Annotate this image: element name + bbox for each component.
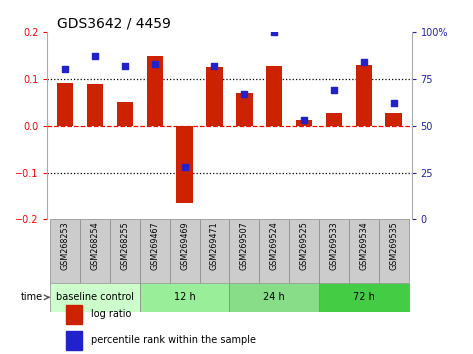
Bar (176, 126, 193, 203)
Bar (206, 67, 223, 126)
Text: GSM269525: GSM269525 (299, 221, 308, 270)
Bar (87, 84, 103, 126)
Text: GSM269469: GSM269469 (180, 221, 189, 270)
Text: percentile rank within the sample: percentile rank within the sample (91, 335, 256, 345)
Bar (65, 331, 82, 350)
Text: GSM269524: GSM269524 (270, 221, 279, 270)
Text: 24 h: 24 h (263, 292, 285, 302)
Bar (170, 219, 200, 283)
Point (181, 164, 188, 170)
Text: GSM269507: GSM269507 (240, 221, 249, 270)
Bar (140, 283, 229, 312)
Bar (349, 219, 379, 283)
Point (390, 100, 397, 106)
Bar (319, 219, 349, 283)
Point (271, 29, 278, 35)
Bar (266, 65, 282, 126)
Point (151, 61, 158, 67)
Bar (117, 102, 133, 126)
Point (300, 117, 308, 123)
Text: 12 h: 12 h (174, 292, 195, 302)
Text: log ratio: log ratio (91, 309, 131, 320)
Bar (259, 219, 289, 283)
Point (241, 91, 248, 97)
Bar (140, 219, 170, 283)
Text: time: time (20, 292, 43, 302)
Text: GSM268254: GSM268254 (90, 221, 99, 270)
Text: GSM269467: GSM269467 (150, 221, 159, 270)
Bar (289, 219, 319, 283)
Bar (319, 283, 409, 312)
Bar (229, 219, 259, 283)
Bar (65, 305, 82, 324)
Point (330, 87, 338, 93)
Bar (296, 120, 312, 126)
Text: GSM269534: GSM269534 (359, 221, 368, 270)
Text: 72 h: 72 h (353, 292, 375, 302)
Bar (110, 219, 140, 283)
Bar (200, 219, 229, 283)
Bar (385, 113, 402, 126)
Text: GSM268253: GSM268253 (61, 221, 70, 270)
Bar (229, 283, 319, 312)
Bar (57, 84, 73, 126)
Bar (356, 65, 372, 126)
Text: GSM269535: GSM269535 (389, 221, 398, 270)
Point (61, 67, 69, 72)
Point (91, 53, 99, 59)
Text: GSM269471: GSM269471 (210, 221, 219, 270)
Text: GDS3642 / 4459: GDS3642 / 4459 (57, 16, 171, 30)
Point (210, 63, 218, 68)
Point (360, 59, 368, 65)
Text: GSM268255: GSM268255 (121, 221, 130, 270)
Bar (50, 283, 140, 312)
Bar (147, 56, 163, 126)
Bar (326, 113, 342, 126)
Bar (379, 219, 409, 283)
Text: baseline control: baseline control (56, 292, 134, 302)
Bar (80, 219, 110, 283)
Text: GSM269533: GSM269533 (329, 221, 338, 270)
Bar (50, 219, 80, 283)
Bar (236, 93, 253, 126)
Point (121, 63, 129, 68)
